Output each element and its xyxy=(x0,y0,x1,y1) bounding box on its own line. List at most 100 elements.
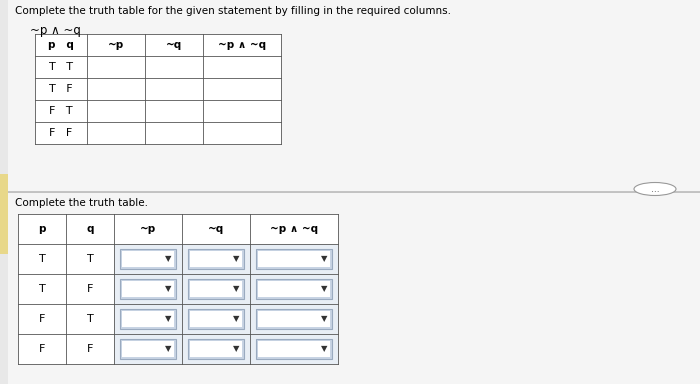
Bar xyxy=(182,214,250,244)
Text: T   F: T F xyxy=(49,84,73,94)
Bar xyxy=(66,334,114,364)
Bar xyxy=(250,334,338,364)
Text: q: q xyxy=(86,224,94,234)
Bar xyxy=(120,309,176,329)
Bar xyxy=(122,341,174,357)
Bar xyxy=(35,34,87,56)
Bar xyxy=(87,100,145,122)
Bar xyxy=(256,249,332,269)
Bar xyxy=(256,309,332,329)
Bar xyxy=(258,311,330,327)
Bar xyxy=(114,244,182,274)
Bar xyxy=(145,56,203,78)
Bar xyxy=(188,339,244,359)
Text: ~p: ~p xyxy=(108,40,124,50)
Bar xyxy=(188,279,244,299)
Bar xyxy=(66,304,114,334)
Bar xyxy=(120,279,176,299)
Bar xyxy=(145,100,203,122)
Bar xyxy=(18,214,66,244)
Text: ▼: ▼ xyxy=(164,255,172,263)
Text: ▼: ▼ xyxy=(164,314,172,323)
Bar xyxy=(256,339,332,359)
Text: ...: ... xyxy=(651,184,659,194)
Bar xyxy=(182,244,250,274)
Bar xyxy=(8,0,700,192)
Bar xyxy=(145,122,203,144)
Text: ▼: ▼ xyxy=(232,255,239,263)
Bar xyxy=(114,304,182,334)
Bar xyxy=(258,251,330,267)
Bar xyxy=(122,251,174,267)
Text: Complete the truth table.: Complete the truth table. xyxy=(15,198,148,208)
Text: T: T xyxy=(38,284,46,294)
Bar xyxy=(250,244,338,274)
Bar xyxy=(35,122,87,144)
Bar xyxy=(87,56,145,78)
Bar xyxy=(258,341,330,357)
Bar xyxy=(122,281,174,297)
Bar xyxy=(203,56,281,78)
Bar xyxy=(145,34,203,56)
Bar xyxy=(120,339,176,359)
Text: T: T xyxy=(87,254,93,264)
Bar xyxy=(182,274,250,304)
Bar xyxy=(190,341,242,357)
Bar xyxy=(188,249,244,269)
Bar xyxy=(87,34,145,56)
Bar xyxy=(120,249,176,269)
Text: p   q: p q xyxy=(48,40,74,50)
Bar xyxy=(35,56,87,78)
Text: ▼: ▼ xyxy=(321,285,328,293)
Bar xyxy=(256,279,332,299)
Text: F: F xyxy=(38,314,46,324)
Text: ~q: ~q xyxy=(166,40,182,50)
Bar xyxy=(145,78,203,100)
Text: ~q: ~q xyxy=(208,224,224,234)
Bar xyxy=(188,309,244,329)
Text: p: p xyxy=(38,224,46,234)
Text: Complete the truth table for the given statement by filling in the required colu: Complete the truth table for the given s… xyxy=(15,6,451,16)
Text: T: T xyxy=(38,254,46,264)
Text: ▼: ▼ xyxy=(164,285,172,293)
Text: F: F xyxy=(87,284,93,294)
Bar xyxy=(190,281,242,297)
Bar xyxy=(35,78,87,100)
Bar xyxy=(87,78,145,100)
Text: ▼: ▼ xyxy=(321,344,328,354)
Ellipse shape xyxy=(634,182,676,195)
Bar xyxy=(114,274,182,304)
Bar xyxy=(18,304,66,334)
Bar xyxy=(203,122,281,144)
Text: ▼: ▼ xyxy=(321,255,328,263)
Bar xyxy=(66,244,114,274)
Bar xyxy=(250,274,338,304)
Text: F   F: F F xyxy=(50,128,73,138)
Bar xyxy=(122,311,174,327)
Bar xyxy=(18,274,66,304)
Bar xyxy=(0,174,8,254)
Text: F   T: F T xyxy=(49,106,73,116)
Text: ▼: ▼ xyxy=(232,314,239,323)
Bar xyxy=(114,214,182,244)
Text: ▼: ▼ xyxy=(232,344,239,354)
Bar xyxy=(190,311,242,327)
Bar xyxy=(203,78,281,100)
Text: T   T: T T xyxy=(49,62,73,72)
Bar xyxy=(182,304,250,334)
Bar xyxy=(182,334,250,364)
Text: F: F xyxy=(38,344,46,354)
Bar xyxy=(87,122,145,144)
Bar xyxy=(66,214,114,244)
Text: ~p: ~p xyxy=(140,224,156,234)
Text: F: F xyxy=(87,344,93,354)
Bar xyxy=(203,34,281,56)
Bar xyxy=(18,244,66,274)
Bar xyxy=(66,274,114,304)
Bar xyxy=(250,304,338,334)
Bar xyxy=(8,193,700,384)
Text: ~p ∧ ~q: ~p ∧ ~q xyxy=(30,24,81,37)
Bar xyxy=(35,100,87,122)
Text: ▼: ▼ xyxy=(232,285,239,293)
Text: ~p ∧ ~q: ~p ∧ ~q xyxy=(218,40,266,50)
